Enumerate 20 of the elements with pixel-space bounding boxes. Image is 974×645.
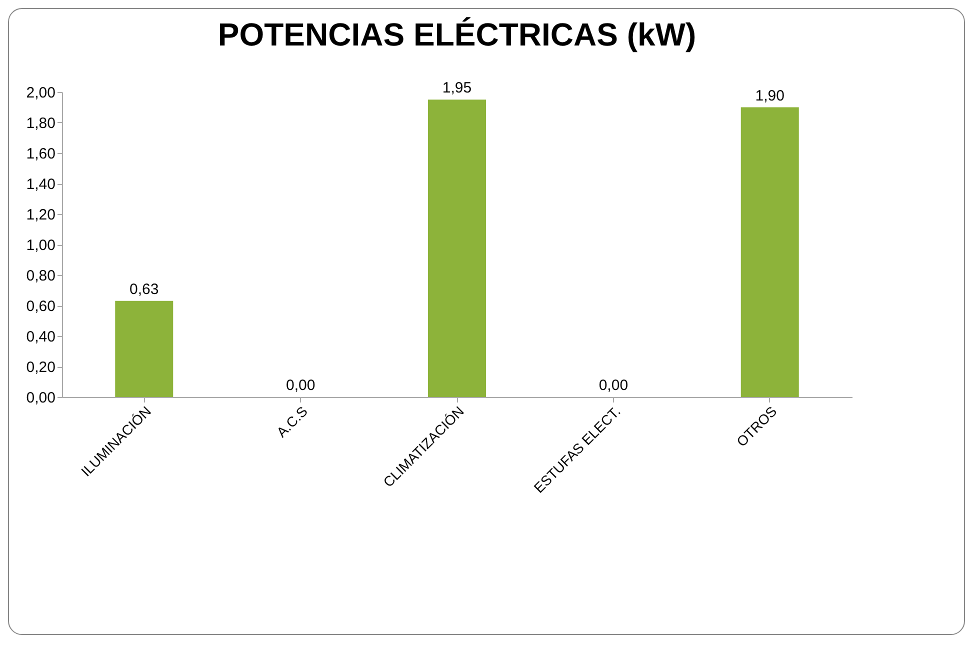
data-label: 0,00: [286, 377, 316, 394]
data-label: 0,63: [130, 280, 159, 298]
y-tick-label: 1,20: [26, 206, 56, 224]
bar: [115, 300, 174, 397]
y-tick-label: 1,40: [26, 176, 56, 193]
data-label: 1,90: [755, 87, 784, 104]
y-tick-label: 0,60: [26, 298, 56, 315]
bar: [740, 107, 799, 397]
y-tick-label: 0,20: [26, 359, 56, 376]
y-tick-label: 0,80: [26, 268, 56, 284]
y-tick-label: 1,60: [26, 146, 56, 162]
y-tick-label: 2,00: [26, 84, 56, 102]
bar: [428, 100, 486, 397]
y-tick-label: 1,00: [26, 237, 56, 254]
y-tick-label: 0,00: [26, 390, 56, 406]
chart-title: POTENCIAS ELÉCTRICAS (kW): [218, 16, 696, 53]
data-label: 0,00: [598, 377, 628, 394]
data-label: 1,95: [442, 80, 472, 97]
y-tick-label: 0,40: [26, 328, 56, 346]
y-tick-label: 1,80: [26, 115, 56, 132]
